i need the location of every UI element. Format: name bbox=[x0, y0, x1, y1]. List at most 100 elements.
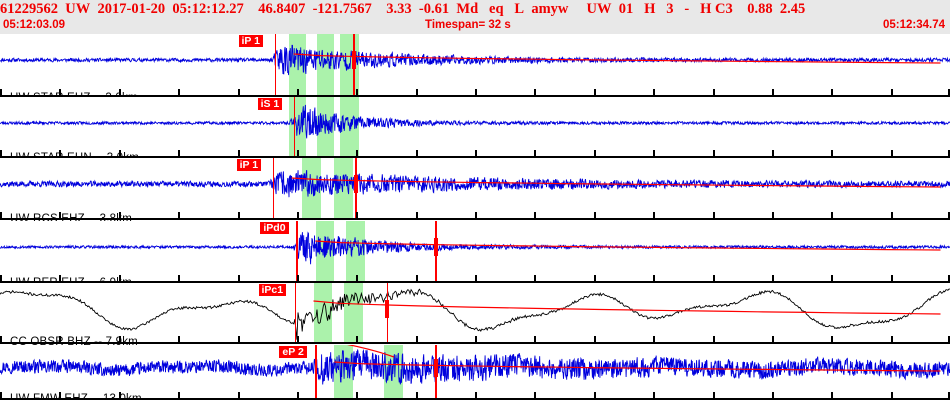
axis-tick bbox=[415, 392, 418, 399]
waveform bbox=[0, 288, 950, 340]
phase-pick-label[interactable]: eP 2 bbox=[279, 346, 307, 358]
axis-tick bbox=[534, 212, 537, 219]
phase-pick-line[interactable] bbox=[315, 345, 317, 398]
axis-tick bbox=[771, 275, 774, 282]
trace-panel[interactable]: eP 2 UW FMW EHZ -- 13.0km bbox=[0, 345, 950, 400]
axis-tick bbox=[475, 212, 477, 219]
axis-tick bbox=[415, 89, 418, 96]
axis-tick bbox=[890, 275, 893, 282]
axis-tick bbox=[59, 392, 62, 399]
phase-pick-line[interactable] bbox=[274, 34, 276, 95]
auth-network: UW bbox=[586, 1, 612, 17]
axis-tick bbox=[653, 150, 656, 157]
analysis-window-band bbox=[288, 34, 306, 95]
axis-tick bbox=[118, 392, 121, 399]
magnitude-type: Md bbox=[456, 1, 479, 17]
axis-tick bbox=[0, 89, 2, 96]
axis-tick bbox=[237, 275, 240, 282]
axis-tick bbox=[0, 275, 2, 282]
phase-pick-label[interactable]: iS 1 bbox=[257, 98, 283, 110]
event-magnitude: -0.61 bbox=[418, 1, 450, 17]
phase-pick-line[interactable] bbox=[294, 283, 296, 342]
axis-tick bbox=[59, 275, 62, 282]
axis-tick bbox=[712, 150, 715, 157]
coda-amplitude-marker[interactable] bbox=[433, 359, 438, 377]
axis-tick bbox=[948, 392, 950, 399]
trace-panel[interactable]: iS 1 UW STAR EHN -- 3.0km bbox=[0, 97, 950, 158]
axis-tick bbox=[415, 150, 418, 157]
axis-tick bbox=[534, 150, 537, 157]
time-range-line: 05:12:03.09 Timespan= 32 s 05:12:34.74 bbox=[0, 17, 950, 34]
axis-tick bbox=[534, 336, 537, 343]
axis-tick bbox=[593, 275, 596, 282]
axis-tick bbox=[0, 392, 2, 399]
axis-tick bbox=[771, 336, 774, 343]
axis-tick bbox=[948, 336, 950, 343]
axis-tick bbox=[178, 150, 181, 157]
axis-tick bbox=[296, 89, 299, 96]
axis-tick bbox=[178, 275, 181, 282]
axis-tick bbox=[415, 275, 418, 282]
axis-tick bbox=[593, 212, 596, 219]
axis-tick bbox=[653, 336, 656, 343]
trace-panel[interactable]: iPc1 CC OBSR BHZ -- 7.9km bbox=[0, 283, 950, 345]
header-bar: 61229562 UW 2017-01-20 05:12:12.27 46.84… bbox=[0, 0, 950, 34]
coda-amplitude-marker[interactable] bbox=[351, 51, 356, 69]
event-depth: 3.33 bbox=[386, 1, 412, 17]
axis-tick bbox=[831, 336, 834, 343]
network-code: UW bbox=[65, 1, 91, 17]
axis-tick bbox=[475, 89, 477, 96]
coda-amplitude-marker[interactable] bbox=[353, 175, 358, 193]
phase-pick-line[interactable] bbox=[296, 221, 298, 281]
axis-tick bbox=[831, 89, 834, 96]
axis-tick bbox=[831, 212, 834, 219]
station-channel-label: CC OBSR BHZ -- 7.9km bbox=[10, 336, 138, 345]
axis-tick bbox=[237, 392, 240, 399]
phase-pick-label[interactable]: iP 1 bbox=[236, 159, 262, 171]
coda-decay-line bbox=[291, 177, 941, 188]
overlay-curve bbox=[346, 345, 395, 358]
trace-panel[interactable]: iP 1 UW RCS EHZ -- 3.8km bbox=[0, 158, 950, 221]
source-code: amyw bbox=[531, 1, 569, 17]
phase-pick-line[interactable] bbox=[272, 158, 275, 218]
phase-pick-label[interactable]: iP 1 bbox=[238, 35, 263, 47]
axis-tick bbox=[712, 212, 715, 219]
analysis-window-band bbox=[345, 221, 365, 281]
version-number: 01 bbox=[618, 1, 634, 17]
time-axis bbox=[0, 156, 950, 158]
station-channel-label: UW STAR EHN -- 3.0km bbox=[10, 152, 140, 158]
waveform bbox=[0, 44, 950, 76]
axis-tick bbox=[356, 392, 359, 399]
coda-amplitude-marker[interactable] bbox=[433, 238, 438, 256]
time-axis bbox=[0, 218, 950, 220]
axis-tick bbox=[593, 336, 596, 343]
phase-pick-label[interactable]: iPc1 bbox=[258, 284, 287, 296]
axis-tick bbox=[237, 336, 240, 343]
trace-panel[interactable]: iPd0 UW RER EHZ -- 6.9km bbox=[0, 221, 950, 283]
axis-tick bbox=[59, 150, 62, 157]
axis-tick bbox=[712, 89, 715, 96]
coda-amplitude-marker[interactable] bbox=[385, 300, 390, 318]
axis-tick bbox=[653, 392, 656, 399]
analysis-window-band bbox=[343, 283, 363, 342]
axis-tick bbox=[237, 212, 240, 219]
axis-tick bbox=[59, 89, 62, 96]
axis-tick bbox=[534, 275, 537, 282]
axis-tick bbox=[296, 392, 299, 399]
axis-tick bbox=[593, 89, 596, 96]
event-id: 61229562 bbox=[0, 1, 58, 17]
axis-tick bbox=[890, 89, 893, 96]
phase-pick-label[interactable]: iPd0 bbox=[260, 222, 289, 234]
phase-pick-line[interactable] bbox=[293, 97, 296, 156]
axis-tick bbox=[0, 336, 2, 343]
axis-tick bbox=[771, 392, 774, 399]
axis-tick bbox=[356, 275, 359, 282]
station-channel-label: UW RER EHZ -- 6.9km bbox=[10, 277, 132, 283]
axis-tick bbox=[534, 392, 537, 399]
trace-panel[interactable]: iP 1 UW STAR EHZ -- 3.0km bbox=[0, 34, 950, 97]
analysis-window-band bbox=[314, 283, 333, 342]
axis-tick bbox=[356, 336, 359, 343]
analysis-window-band bbox=[334, 158, 354, 218]
axis-tick bbox=[653, 275, 656, 282]
axis-tick bbox=[178, 212, 181, 219]
